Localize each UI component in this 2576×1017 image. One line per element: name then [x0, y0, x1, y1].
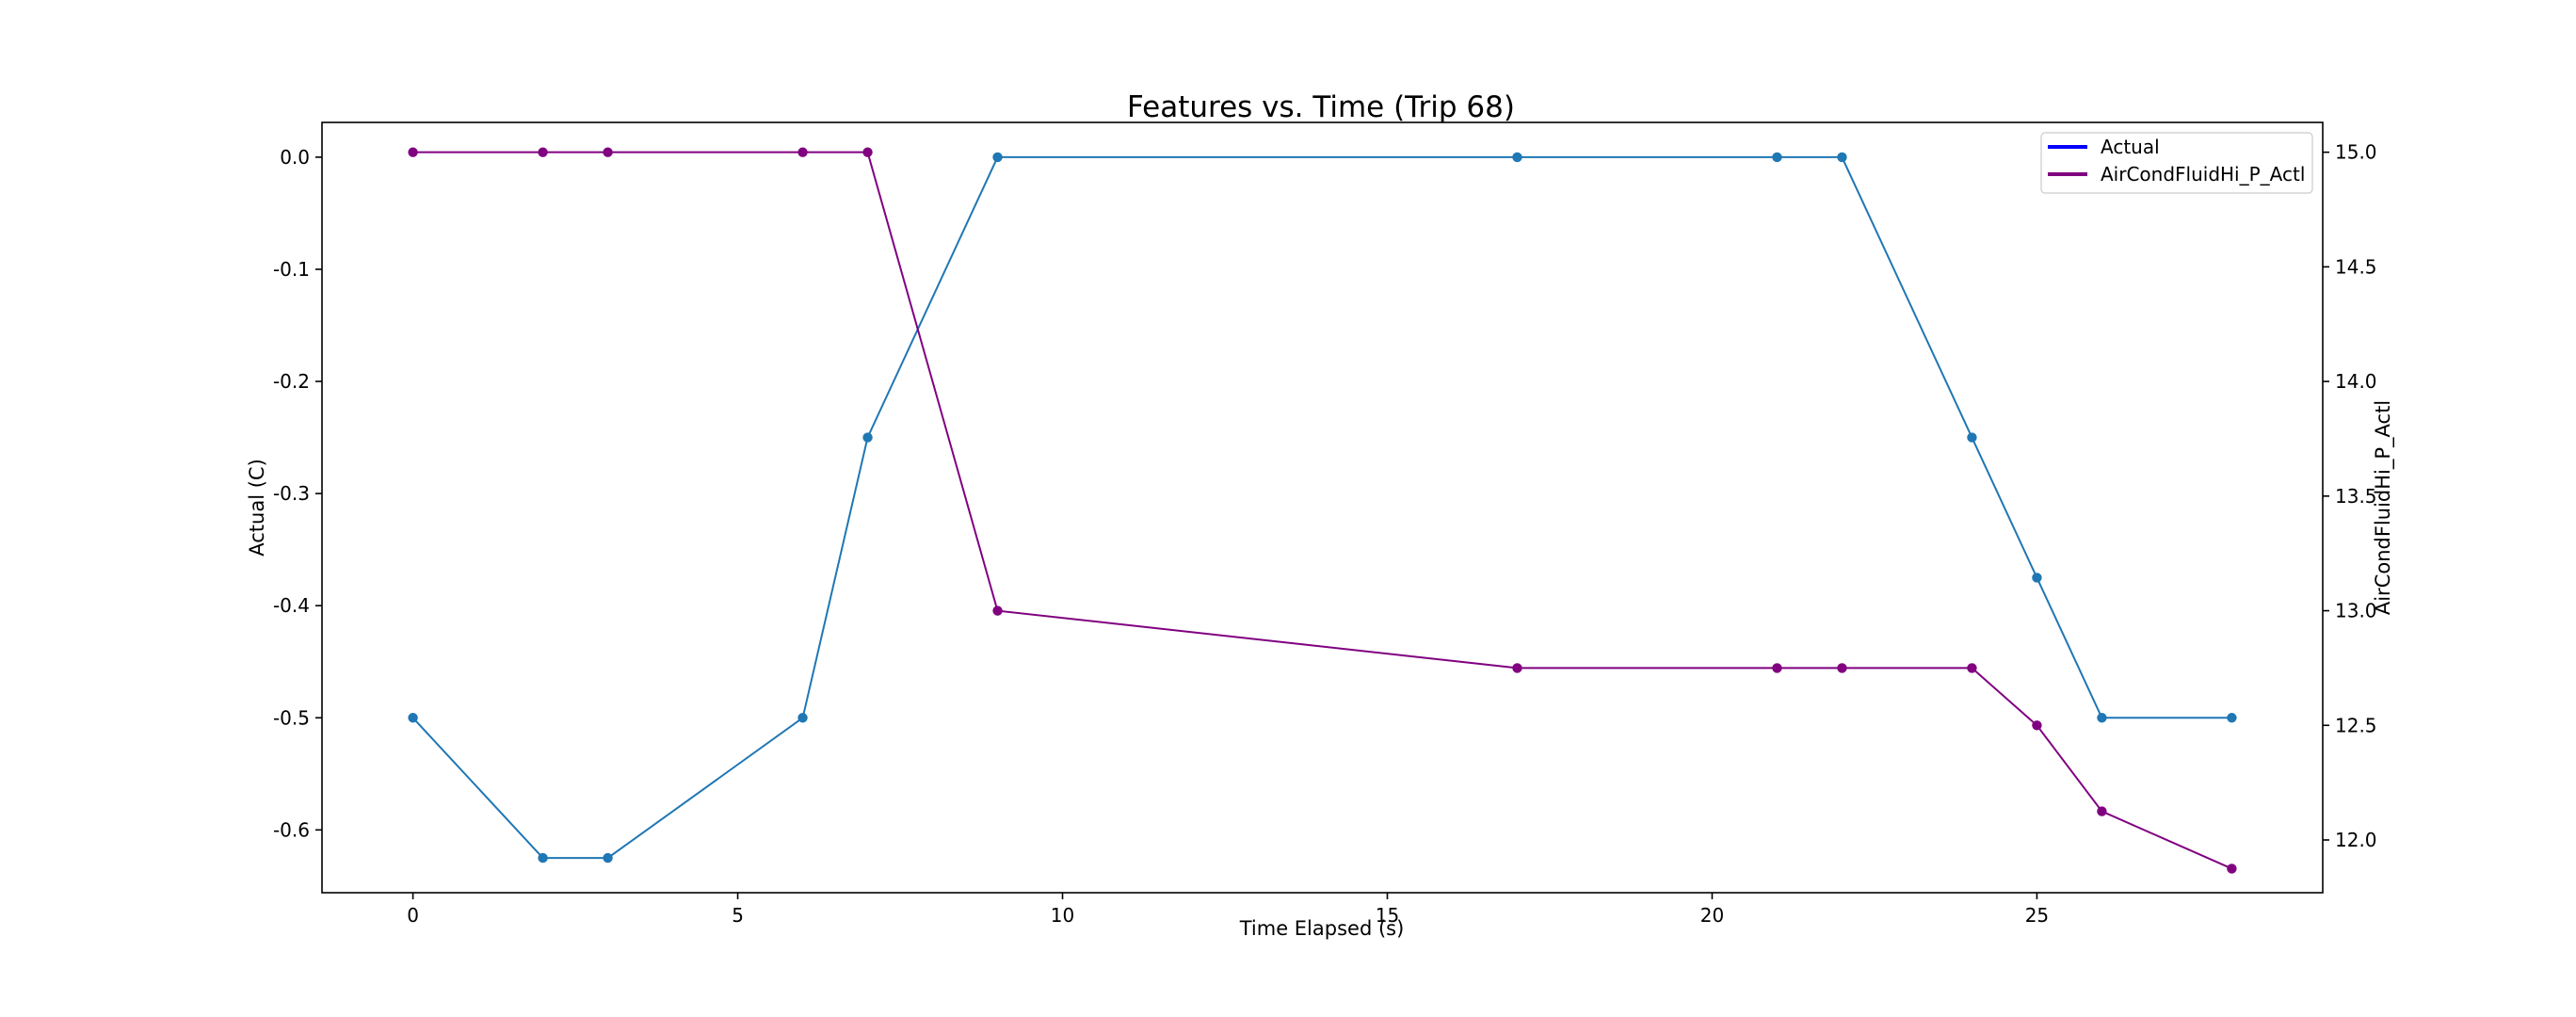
left-y-tick-label: -0.6	[273, 818, 310, 841]
data-point-aircond	[1512, 663, 1522, 673]
x-tick-label: 0	[407, 904, 419, 927]
left-y-tick-label: 0.0	[280, 146, 310, 169]
data-point-actual	[797, 713, 808, 723]
data-point-aircond	[2227, 864, 2237, 874]
right-y-axis-title: AirCondFluidHi_P_Actl	[2372, 400, 2395, 615]
data-point-aircond	[1772, 663, 1782, 673]
right-y-tick-label: 12.5	[2335, 714, 2377, 736]
data-point-aircond	[538, 147, 548, 157]
right-y-tick-label: 15.0	[2335, 141, 2377, 164]
data-point-actual	[1837, 152, 1847, 163]
plot-area	[321, 121, 2324, 894]
right-y-tick-label: 14.0	[2335, 370, 2377, 393]
x-axis-title: Time Elapsed (s)	[1239, 917, 1405, 940]
data-point-aircond	[862, 147, 873, 157]
left-y-tick-label: -0.4	[273, 594, 310, 617]
data-point-actual	[992, 152, 1003, 163]
data-point-aircond	[797, 147, 808, 157]
data-point-aircond	[2097, 806, 2107, 816]
data-point-actual	[1772, 152, 1782, 163]
data-point-actual	[538, 852, 548, 864]
legend: Actual AirCondFluidHi_P_Actl	[2040, 132, 2313, 194]
left-y-tick-label: -0.2	[273, 370, 310, 393]
x-tick-label: 5	[732, 904, 744, 927]
legend-box	[2040, 132, 2313, 194]
left-y-tick-label: -0.3	[273, 482, 310, 505]
data-point-actual	[1512, 152, 1522, 163]
data-point-actual	[2097, 713, 2107, 723]
left-y-axis-title: Actual (C)	[246, 459, 268, 557]
left-y-tick-label: -0.5	[273, 706, 310, 729]
legend-label-aircond: AirCondFluidHi_P_Actl	[2101, 163, 2305, 186]
x-tick-label: 10	[1051, 904, 1074, 927]
x-axis: 0 5 10 15 20 25	[407, 893, 2049, 927]
right-y-tick-label: 13.0	[2335, 600, 2377, 622]
data-point-aircond	[2032, 720, 2042, 731]
legend-label-actual: Actual	[2101, 136, 2160, 158]
series-line-actual	[411, 155, 2232, 860]
x-tick-label: 25	[2025, 904, 2049, 927]
data-point-actual	[862, 432, 873, 443]
chart-title: Features vs. Time (Trip 68)	[1127, 90, 1515, 124]
left-y-axis: 0.0 -0.1 -0.2 -0.3 -0.4 -0.5 -0.6	[273, 146, 322, 841]
data-point-actual	[408, 713, 418, 723]
right-y-tick-label: 13.5	[2335, 485, 2377, 508]
data-point-actual	[603, 852, 613, 864]
data-point-aircond	[992, 605, 1003, 616]
data-point-actual	[1967, 432, 1977, 443]
data-point-aircond	[408, 147, 418, 157]
x-tick-label: 20	[1700, 904, 1724, 927]
right-y-tick-label: 14.5	[2335, 255, 2377, 278]
data-point-actual	[2032, 573, 2042, 583]
data-point-aircond	[1837, 663, 1847, 673]
right-y-axis: 15.0 14.5 14.0 13.5 13.0 12.5 12.0	[2323, 141, 2377, 851]
data-point-aircond	[603, 147, 613, 157]
series-layer	[408, 147, 2237, 874]
series-line-aircond	[412, 151, 2232, 870]
data-point-actual	[2227, 713, 2237, 723]
right-y-tick-label: 12.0	[2335, 829, 2377, 851]
data-point-aircond	[1967, 663, 1977, 673]
plot-frame	[321, 121, 2324, 894]
x-tick-label: 15	[1376, 904, 1399, 927]
left-y-tick-label: -0.1	[273, 258, 310, 281]
